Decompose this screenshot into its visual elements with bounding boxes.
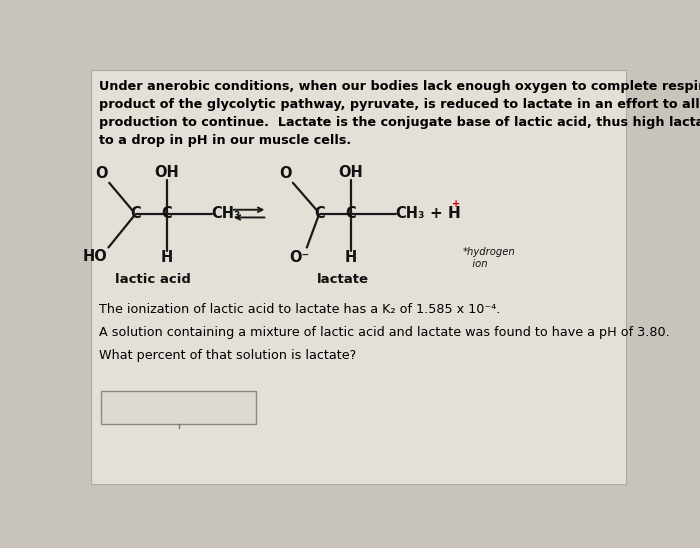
Text: HO: HO [83,249,108,264]
Text: C: C [161,206,172,221]
FancyBboxPatch shape [92,70,626,484]
Text: lactic acid: lactic acid [116,273,191,286]
Text: OH: OH [154,165,179,180]
Text: C: C [130,206,141,221]
Text: lactate: lactate [317,273,370,286]
Text: H: H [345,250,357,265]
Text: +: + [452,199,460,209]
Text: H: H [160,250,173,265]
Text: O: O [95,166,108,181]
Text: OH: OH [339,165,363,180]
Text: C: C [314,206,326,221]
FancyBboxPatch shape [102,391,256,424]
Text: CH₃: CH₃ [211,206,240,221]
Text: The ionization of lactic acid to lactate has a K₂ of 1.585 x 10⁻⁴.: The ionization of lactic acid to lactate… [99,303,500,316]
Text: O⁻: O⁻ [289,250,309,265]
Text: C: C [346,206,356,221]
Text: Under anerobic conditions, when our bodies lack enough oxygen to complete respir: Under anerobic conditions, when our bodi… [99,79,700,147]
Text: *hydrogen
   ion: *hydrogen ion [463,248,515,269]
Text: O: O [279,166,291,181]
Text: A solution containing a mixture of lactic acid and lactate was found to have a p: A solution containing a mixture of lacti… [99,326,670,339]
Text: CH₃: CH₃ [395,206,425,221]
Text: + H: + H [430,206,461,221]
Text: What percent of that solution is lactate?: What percent of that solution is lactate… [99,349,356,362]
